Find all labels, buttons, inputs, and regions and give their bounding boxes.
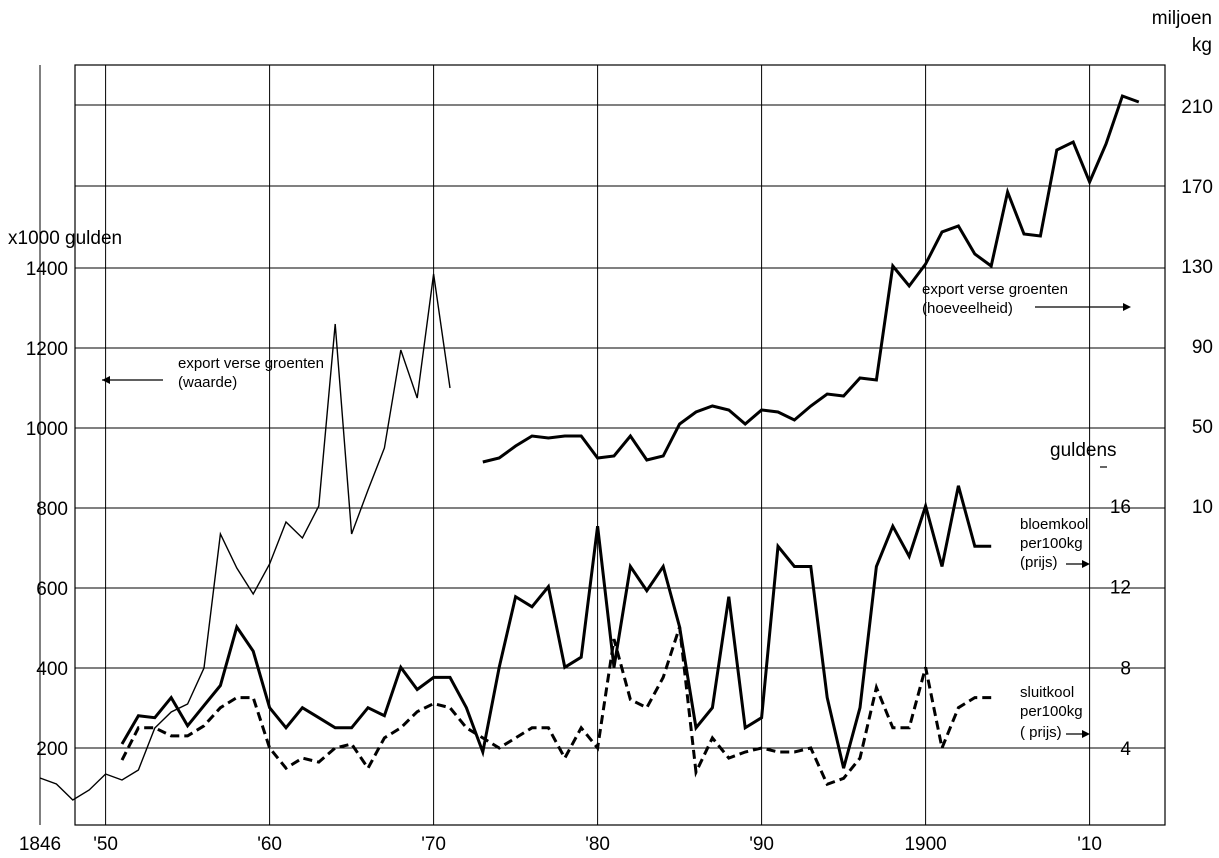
right-outer-tick-label: 130	[1181, 257, 1213, 278]
right-outer-axis: 10 50 90 130 170 210	[1181, 97, 1213, 518]
x-tick-label: '10	[1077, 834, 1102, 855]
right-outer-axis-unit-label-line2: kg	[1192, 35, 1212, 56]
right-outer-tick-label: 210	[1181, 97, 1213, 118]
right-outer-axis-unit-label-line1: miljoen	[1152, 8, 1212, 29]
left-tick-label: 1200	[26, 339, 68, 360]
annotation-waarde-line2: (waarde)	[178, 374, 237, 391]
left-tick-label: 1000	[26, 419, 68, 440]
right-inner-axis-unit-label: guldens	[1050, 440, 1117, 461]
annotation-sluitkool-line2: per100kg	[1020, 703, 1083, 720]
right-outer-tick-label: 170	[1181, 177, 1213, 198]
grid	[39, 64, 1166, 826]
annotation-sluitkool-line1: sluitkool	[1020, 684, 1074, 701]
right-inner-tick-label: 12	[1110, 578, 1131, 599]
right-outer-tick-label: 90	[1192, 337, 1213, 358]
annotation-hoeveelheid-line1: export verse groenten	[922, 281, 1068, 298]
plot-frame	[74, 64, 1166, 826]
annotations: x1000 gulden miljoen kg guldens export v…	[8, 8, 1212, 741]
x-tick-label: '50	[93, 834, 118, 855]
annotation-waarde-line1: export verse groenten	[178, 355, 324, 372]
left-tick-label: 200	[36, 739, 68, 760]
x-tick-label: '60	[257, 834, 282, 855]
right-inner-axis: 4 8 12 16	[1110, 497, 1132, 760]
left-tick-label: 400	[36, 659, 68, 680]
x-tick-label: '90	[749, 834, 774, 855]
left-axis-unit-label: x1000 gulden	[8, 228, 122, 249]
right-inner-tick-label: 4	[1120, 739, 1131, 760]
x-axis: 1846 '50 '60 '70 '80 '90 1900 '10	[19, 834, 1102, 855]
series-line-1	[482, 94, 1140, 464]
x-tick-label: '70	[421, 834, 446, 855]
right-outer-tick-label: 50	[1192, 417, 1213, 438]
right-inner-tick-label: 16	[1110, 497, 1131, 518]
right-inner-tick-label: 8	[1120, 658, 1131, 679]
arrow-right-icon	[1066, 730, 1090, 738]
arrow-right-icon	[1035, 303, 1131, 311]
x-tick-label: 1900	[904, 834, 946, 855]
annotation-sluitkool-line3: ( prijs)	[1020, 724, 1062, 741]
annotation-bloemkool-line1: bloemkool	[1020, 516, 1088, 533]
left-tick-label: 600	[36, 579, 68, 600]
series-line-2	[120, 485, 992, 769]
x-tick-label: 1846	[19, 834, 61, 855]
annotation-bloemkool-line2: per100kg	[1020, 535, 1083, 552]
left-tick-label: 1400	[26, 259, 68, 280]
series-line-3	[120, 626, 992, 787]
annotation-bloemkool-line3: (prijs)	[1020, 554, 1058, 571]
arrow-left-icon	[102, 376, 163, 384]
x-tick-label: '80	[585, 834, 610, 855]
right-outer-tick-label: 10	[1192, 497, 1213, 518]
arrow-right-icon	[1066, 560, 1090, 568]
annotation-hoeveelheid-line2: (hoeveelheid)	[922, 300, 1013, 317]
left-axis: 200 400 600 800 1000 1200 1400	[26, 259, 68, 760]
series-line-0	[39, 273, 451, 801]
series-lines	[39, 94, 1140, 801]
left-tick-label: 800	[36, 499, 68, 520]
